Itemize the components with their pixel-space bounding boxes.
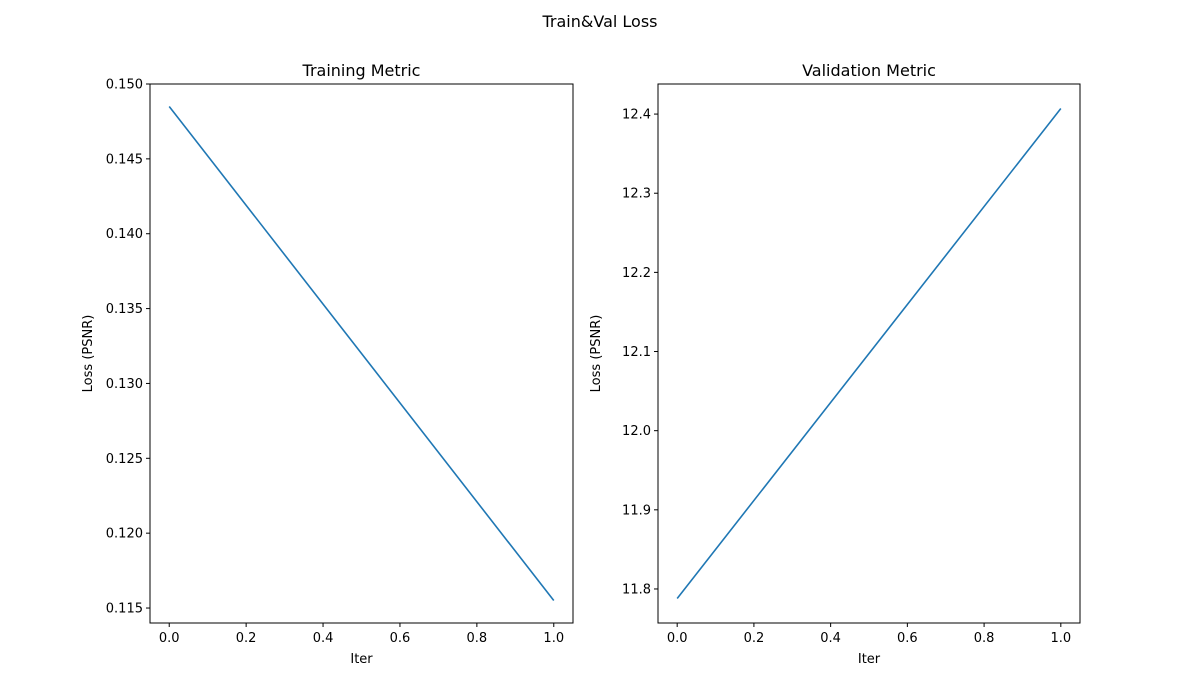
y-axis-label: Loss (PSNR)	[81, 315, 96, 393]
axes-title: Validation Metric	[802, 61, 936, 80]
x-tick-label: 0.0	[667, 631, 688, 646]
x-tick-label: 0.8	[974, 631, 995, 646]
y-tick-label: 0.140	[106, 227, 143, 242]
series-line	[168, 105, 555, 602]
x-tick-label: 1.0	[1050, 631, 1071, 646]
y-tick-label: 11.9	[622, 503, 651, 518]
y-tick-label: 0.125	[106, 452, 143, 467]
x-tick-label: 0.0	[159, 631, 180, 646]
y-tick-label: 0.150	[106, 78, 143, 93]
x-axis-label: Iter	[858, 652, 881, 667]
y-tick-label: 12.2	[622, 266, 651, 281]
y-tick-label: 11.8	[622, 582, 651, 597]
y-tick-label: 0.145	[106, 152, 143, 167]
x-tick-label: 0.2	[236, 631, 257, 646]
y-tick-label: 12.3	[622, 187, 651, 202]
figure-suptitle: Train&Val Loss	[542, 12, 658, 31]
training-metric-axes: 0.0 0.2 0.4 0.6 0.8 1.0 0.115 0.120 0.125 0.130 0.…	[81, 61, 574, 667]
x-axis-label: Iter	[350, 652, 373, 667]
y-tick-label: 12.1	[622, 345, 651, 360]
x-tick-label: 0.2	[744, 631, 765, 646]
x-tick-label: 0.6	[897, 631, 918, 646]
x-tick-label: 0.4	[313, 631, 334, 646]
y-tick-label: 0.130	[106, 377, 143, 392]
y-tick-label: 0.115	[106, 602, 143, 617]
axes-frame	[149, 83, 574, 624]
y-axis-label: Loss (PSNR)	[589, 315, 604, 393]
y-tick-label: 0.120	[106, 527, 143, 542]
series-line	[676, 108, 1062, 599]
x-tick-label: 0.6	[390, 631, 411, 646]
y-tick-label: 0.135	[106, 302, 143, 317]
x-tick-label: 0.8	[467, 631, 488, 646]
axes-title: Training Metric	[302, 61, 421, 80]
axes-frame	[657, 83, 1081, 624]
y-tick-label: 12.0	[622, 424, 651, 439]
y-tick-label: 12.4	[622, 108, 651, 123]
validation-metric-axes: 0.0 0.2 0.4 0.6 0.8 1.0 11.8 11.9 12.0 12.1 12.2 12…	[589, 61, 1081, 667]
x-tick-label: 0.4	[820, 631, 841, 646]
x-tick-label: 1.0	[543, 631, 564, 646]
